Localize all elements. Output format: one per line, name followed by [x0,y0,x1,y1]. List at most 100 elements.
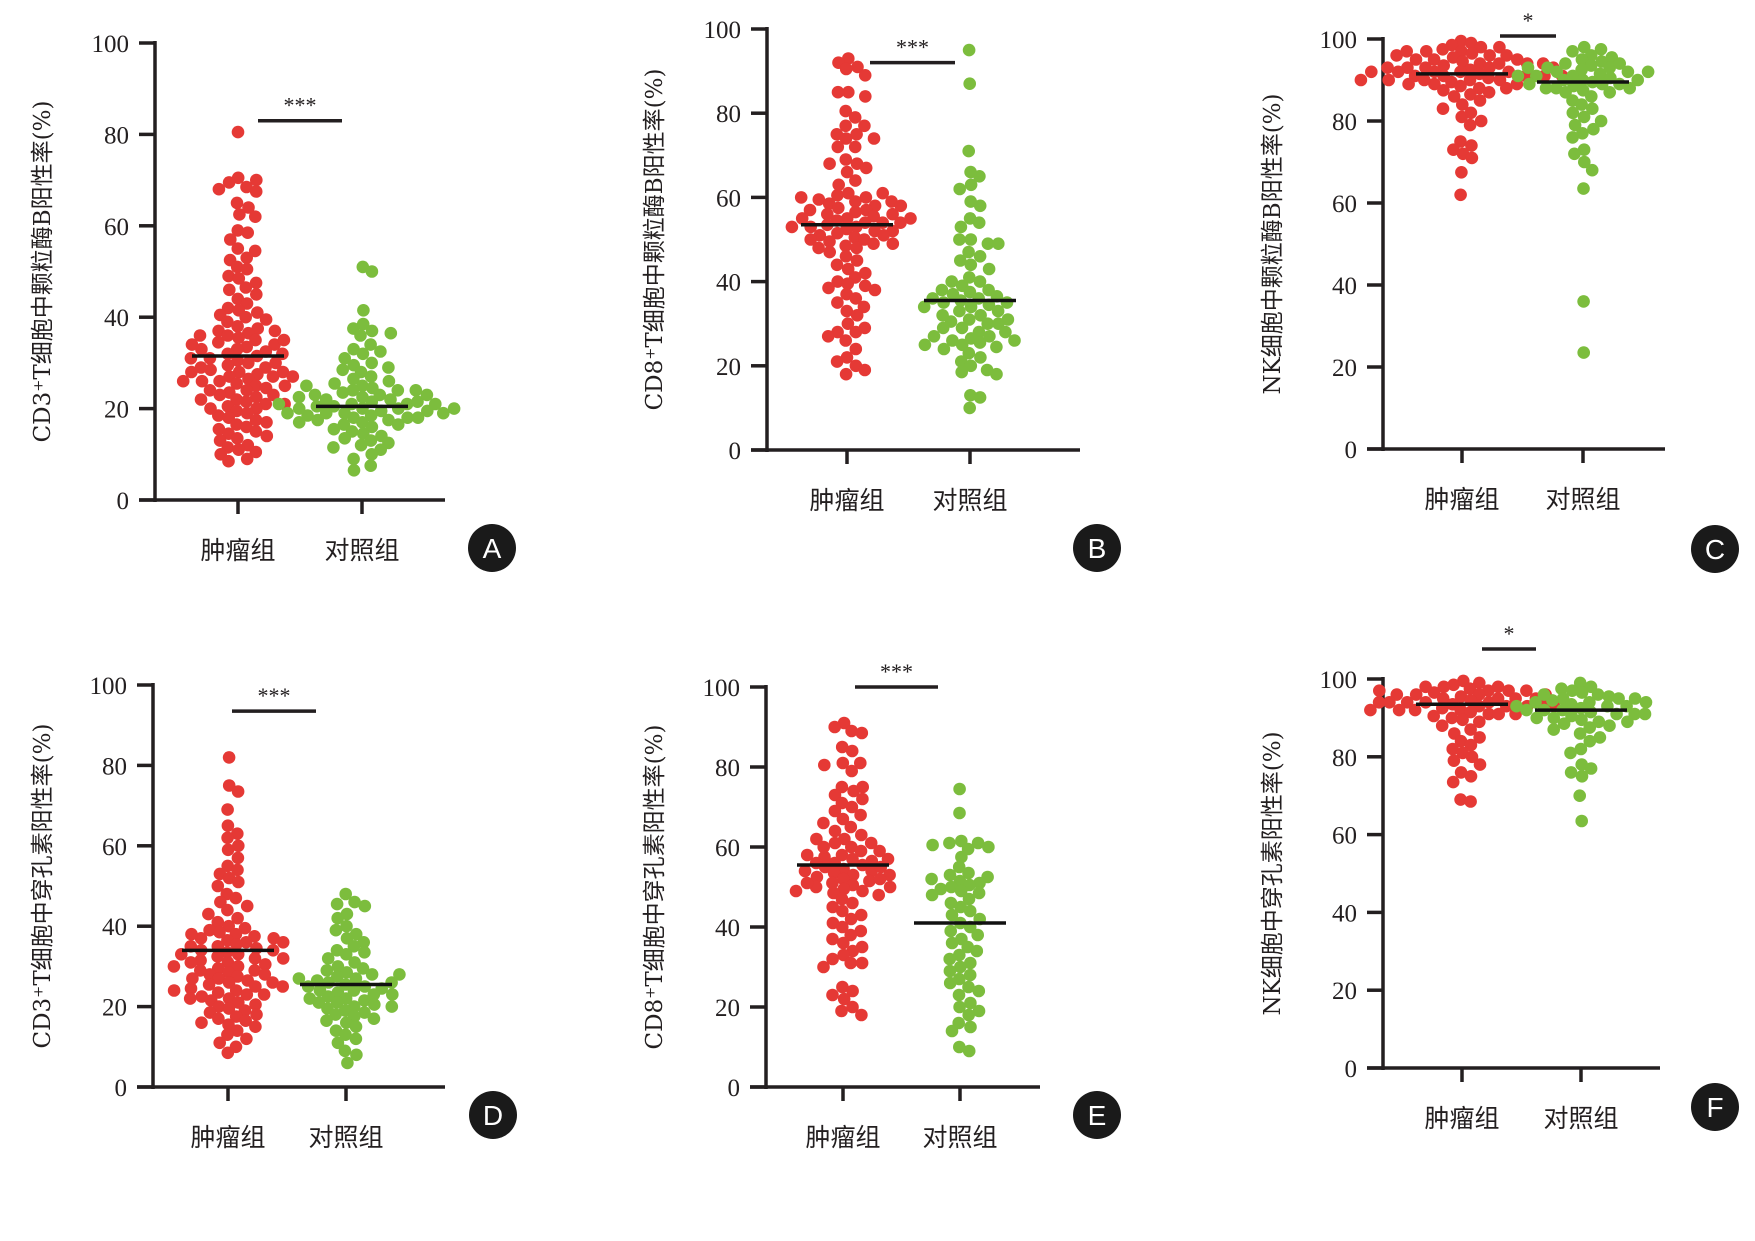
data-point [211,879,225,893]
data-point [841,262,855,276]
data-point [221,956,235,969]
data-point [1594,43,1608,56]
data-point [935,283,949,297]
data-point [1454,690,1468,703]
data-point [1492,57,1506,70]
data-point [1565,684,1579,697]
data-point [917,300,931,314]
data-point [971,836,985,850]
data-point [945,880,958,894]
data-point [272,397,286,411]
data-point [341,1056,354,1070]
data-point [240,1032,253,1046]
data-point [1454,766,1468,779]
y-tick-label: 20 [1332,355,1357,382]
data-point [330,897,344,911]
data-point [859,90,872,103]
data-point [1372,696,1386,709]
data-point [249,998,262,1011]
y-tick-label: 0 [728,1075,741,1102]
data-point [817,960,830,974]
data-point [267,388,280,402]
data-point [1483,49,1496,62]
data-point [1638,707,1652,721]
data-point [1591,688,1605,701]
data-point [221,358,235,372]
data-point [277,333,291,347]
data-point [222,919,235,933]
data-point [876,186,889,200]
data-point [990,340,1003,354]
data-point [849,342,863,356]
data-point [992,317,1005,331]
data-point [954,220,968,234]
data-point [856,792,869,806]
data-point [358,899,372,913]
data-point [231,911,244,925]
data-point [300,379,313,393]
data-point [249,276,263,290]
data-point [231,242,245,255]
y-tick-label: 40 [1332,900,1357,927]
data-point [972,886,986,900]
data-point [1383,696,1396,709]
data-point [963,271,976,284]
data-point [839,334,852,347]
data-point [828,824,842,838]
data-point [937,342,951,356]
data-point [365,324,379,338]
data-point [845,840,858,854]
data-point [1473,676,1486,690]
series-control [1511,40,1655,359]
y-tick-label: 100 [1320,27,1358,54]
data-point [239,936,253,949]
data-point [222,269,235,283]
data-point [347,452,360,466]
data-point [867,237,880,250]
data-point [809,856,823,870]
data-point [817,816,830,830]
data-point [858,69,872,82]
y-tick-label: 80 [1332,109,1357,136]
data-point [213,388,227,402]
data-point [231,851,245,865]
data-point [835,892,849,906]
data-point [292,972,306,985]
data-point [1436,102,1450,115]
data-point [231,320,244,333]
data-point [1575,713,1588,727]
data-point [1464,88,1477,101]
data-point [856,884,869,898]
data-point [340,1016,353,1029]
data-point [232,875,245,889]
data-point [821,207,834,221]
panel-label-a: A [468,524,516,572]
data-point [1409,53,1423,66]
data-point [1419,696,1432,709]
y-tick-label: 20 [716,354,741,381]
data-point [364,434,378,447]
data-point [964,233,978,246]
data-point [846,852,859,866]
data-point [962,1008,975,1022]
data-point [356,347,370,361]
data-point [1473,57,1487,70]
data-point [356,317,370,331]
data-point [211,950,224,963]
data-point [858,363,872,377]
data-point [883,868,896,882]
data-point [840,351,854,364]
data-point [1593,67,1607,81]
data-point [1447,754,1461,767]
data-point [308,388,322,402]
panel-label-f: F [1691,1083,1739,1131]
panel-letter: F [1706,1092,1723,1123]
data-point [963,77,976,90]
data-point [945,1024,959,1038]
data-point [221,819,235,832]
data-point [1511,69,1525,83]
data-point [1575,770,1589,783]
data-point [194,964,207,977]
data-point [248,244,262,258]
data-point [1621,65,1635,79]
